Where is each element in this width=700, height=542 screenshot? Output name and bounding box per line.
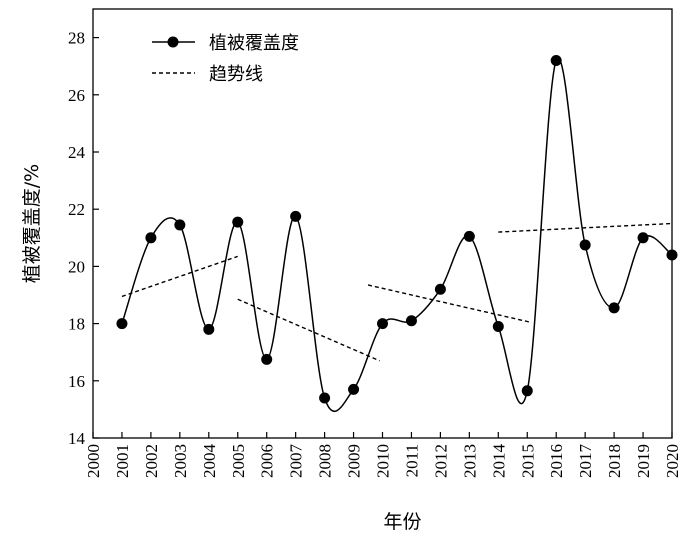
coverage-point [405,315,417,327]
coverage-point [116,318,128,330]
legend-label-trend: 趋势线 [209,64,263,85]
coverage-series [116,54,678,413]
coverage-point [434,283,446,295]
x-tick-label: 2020 [663,444,682,478]
legend: 植被覆盖度 趋势线 [152,33,299,85]
x-tick-label: 2014 [489,444,508,479]
coverage-point [348,383,360,395]
y-tick-label: 20 [68,257,85,276]
coverage-point [261,353,273,365]
coverage-point [463,230,475,242]
coverage-point [521,385,533,397]
coverage-point [666,249,678,261]
coverage-point [174,219,186,231]
coverage-point [492,320,504,332]
coverage-point [377,318,388,330]
x-tick-label: 2010 [374,444,393,478]
coverage-line [121,57,672,413]
legend-label-coverage: 植被覆盖度 [209,33,299,54]
coverage-point [203,323,215,335]
x-tick-label: 2013 [460,444,479,478]
trend-segment [498,222,673,233]
x-tick-label: 2019 [634,444,653,478]
y-tick-label: 26 [68,86,85,105]
x-tick-label: 2008 [316,444,335,478]
x-tick-label: 2004 [200,444,219,479]
x-tick-label: 2000 [84,444,103,478]
x-axis-title: 年份 [383,511,421,533]
y-tick-label: 22 [68,200,85,219]
coverage-point [608,302,620,314]
x-tick-label: 2012 [431,444,450,478]
coverage-point [232,216,244,228]
y-tick-label: 16 [68,372,85,391]
coverage-point [290,210,302,222]
x-tick-label: 2011 [402,444,421,477]
x-tick-label: 2003 [171,444,190,478]
coverage-point [550,54,562,66]
y-tick-label: 24 [68,143,86,162]
x-tick-label: 2009 [345,444,364,478]
y-tick-label: 18 [68,315,85,334]
legend-marker-coverage [167,36,179,48]
x-tick-label: 2005 [229,444,248,478]
x-tick-label: 2007 [287,444,306,479]
y-axis-title: 植被覆盖度/% [21,164,43,283]
coverage-point [579,239,591,251]
x-tick-label: 2018 [605,444,624,478]
trend-segment [367,284,531,323]
coverage-point [637,232,649,244]
x-tick-label: 2017 [576,444,595,479]
y-ticks: 14 16 18 20 22 24 26 28 [68,29,99,448]
x-ticks: 2000 2001 2002 2003 2004 2005 2006 2007 2008 2009… [84,432,682,478]
x-tick-label: 2001 [113,444,132,478]
coverage-point [319,392,331,404]
y-tick-label: 28 [68,29,85,48]
trend-segment [237,298,380,362]
coverage-point [145,232,157,244]
x-tick-label: 2002 [142,444,161,478]
x-tick-label: 2016 [547,444,566,478]
y-tick-label: 14 [68,429,86,448]
x-tick-label: 2015 [518,444,537,478]
trend-lines [121,222,673,362]
x-tick-label: 2006 [258,444,277,478]
